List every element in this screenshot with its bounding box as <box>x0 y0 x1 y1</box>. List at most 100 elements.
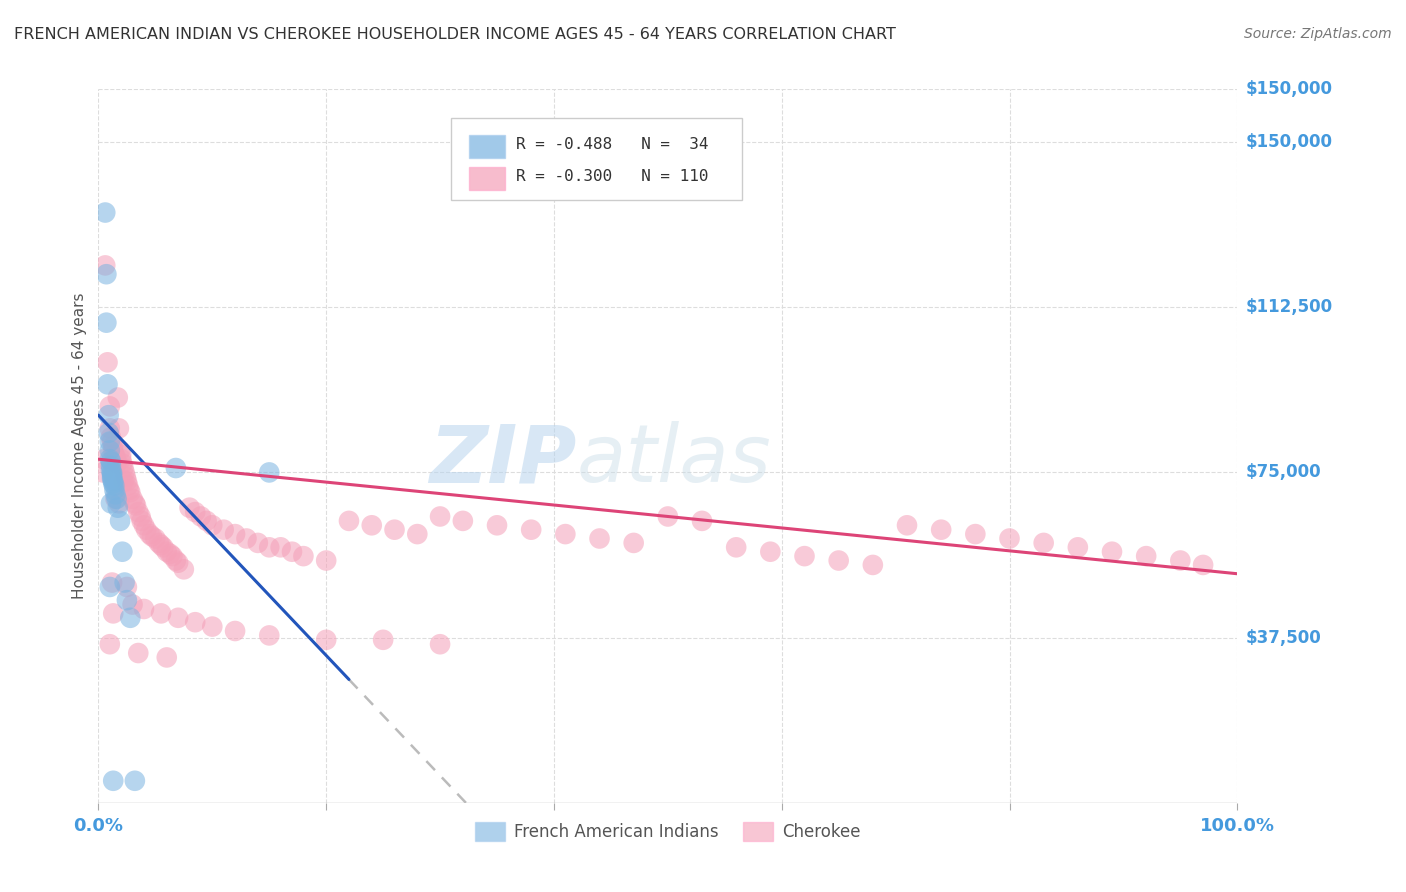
Point <box>124 496 146 510</box>
Point <box>141 529 163 543</box>
Point <box>103 607 125 621</box>
Point <box>108 421 131 435</box>
Point <box>406 527 429 541</box>
Point <box>429 637 451 651</box>
Point <box>98 580 121 594</box>
Point <box>108 443 131 458</box>
Point <box>184 615 207 630</box>
Point <box>259 541 281 555</box>
Point <box>110 448 132 462</box>
Point <box>152 541 174 555</box>
Point <box>98 637 121 651</box>
Point <box>201 619 224 633</box>
Point <box>105 491 128 506</box>
Point <box>103 483 125 497</box>
Point <box>623 536 645 550</box>
Point <box>896 518 918 533</box>
Point <box>91 466 114 480</box>
Point <box>127 646 149 660</box>
Point <box>103 476 125 491</box>
Point <box>114 470 136 484</box>
Point <box>112 475 135 489</box>
Point <box>148 536 170 550</box>
Point <box>103 773 125 788</box>
Point <box>224 624 246 638</box>
Point <box>235 532 257 546</box>
Point <box>793 549 815 563</box>
Point <box>98 421 121 435</box>
Point <box>100 463 122 477</box>
Point <box>114 575 136 590</box>
Point <box>98 452 121 467</box>
Point <box>384 523 406 537</box>
Point <box>1067 541 1090 555</box>
Point <box>100 430 122 444</box>
Point <box>371 632 394 647</box>
Point <box>111 457 134 471</box>
Point <box>315 632 337 647</box>
Point <box>224 527 246 541</box>
Point <box>159 547 181 561</box>
Y-axis label: Householder Income Ages 45 - 64 years: Householder Income Ages 45 - 64 years <box>72 293 87 599</box>
Point <box>96 267 118 281</box>
Point <box>100 458 122 473</box>
Point <box>129 509 152 524</box>
Point <box>259 628 281 642</box>
Text: $37,500: $37,500 <box>1246 629 1322 647</box>
Point <box>1101 545 1123 559</box>
Point <box>520 523 543 537</box>
Text: FRENCH AMERICAN INDIAN VS CHEROKEE HOUSEHOLDER INCOME AGES 45 - 64 YEARS CORRELA: FRENCH AMERICAN INDIAN VS CHEROKEE HOUSE… <box>14 27 896 42</box>
Point <box>101 575 124 590</box>
Point <box>118 483 141 497</box>
Legend: French American Indians, Cherokee: French American Indians, Cherokee <box>468 815 868 848</box>
Point <box>100 496 122 510</box>
FancyBboxPatch shape <box>468 135 505 158</box>
Text: R = -0.488   N =  34: R = -0.488 N = 34 <box>516 137 709 153</box>
Point <box>190 509 212 524</box>
Point <box>828 553 851 567</box>
Point <box>101 472 124 486</box>
Point <box>486 518 509 533</box>
Point <box>127 505 149 519</box>
Point <box>103 443 125 458</box>
Point <box>337 514 360 528</box>
Point <box>360 518 382 533</box>
Point <box>115 475 138 489</box>
FancyBboxPatch shape <box>451 118 742 200</box>
Point <box>135 523 157 537</box>
Point <box>929 523 952 537</box>
Point <box>554 527 576 541</box>
Point <box>103 475 125 489</box>
Point <box>101 470 124 484</box>
Point <box>132 518 155 533</box>
Point <box>98 443 121 458</box>
Point <box>96 316 118 330</box>
Point <box>108 496 131 510</box>
Point <box>104 452 127 467</box>
Text: atlas: atlas <box>576 421 772 500</box>
Point <box>725 541 748 555</box>
Point <box>145 532 167 546</box>
Point <box>195 514 218 528</box>
Point <box>150 538 173 552</box>
Point <box>96 355 118 369</box>
Point <box>429 509 451 524</box>
Point <box>121 598 143 612</box>
Point <box>101 434 124 449</box>
Point <box>588 532 610 546</box>
Point <box>108 514 131 528</box>
Text: ZIP: ZIP <box>429 421 576 500</box>
Point <box>167 611 190 625</box>
Point <box>862 558 884 572</box>
Point <box>110 452 132 467</box>
Point <box>173 562 195 576</box>
Point <box>156 650 179 665</box>
Point <box>121 491 143 506</box>
FancyBboxPatch shape <box>468 167 505 190</box>
Point <box>105 457 128 471</box>
Text: $150,000: $150,000 <box>1246 133 1333 151</box>
Point <box>150 607 173 621</box>
Point <box>98 434 121 449</box>
Point <box>998 532 1021 546</box>
Point <box>115 593 138 607</box>
